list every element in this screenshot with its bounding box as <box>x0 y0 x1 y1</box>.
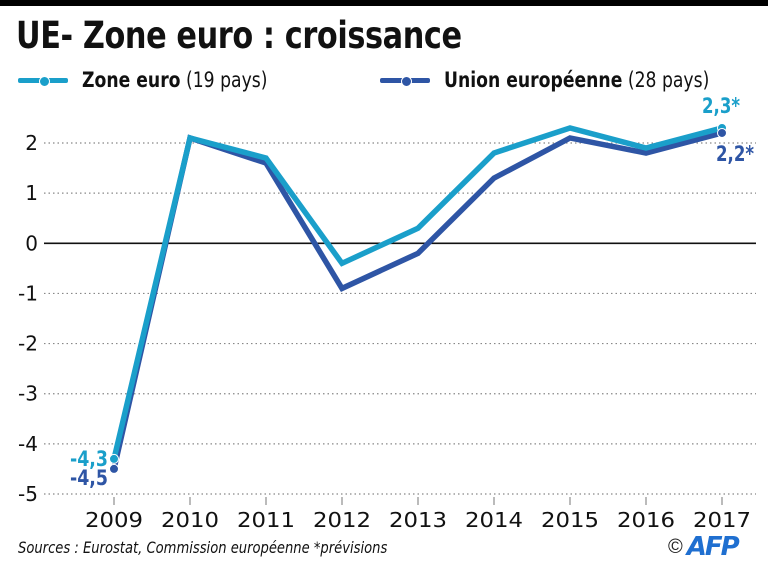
y-tick-label: 2 <box>25 131 38 155</box>
data-point-union-europeenne <box>109 463 119 474</box>
data-label-union-europeenne: -4,5 <box>70 466 108 490</box>
x-tick-label: 2014 <box>465 508 523 532</box>
y-tick-label: -3 <box>18 382 38 406</box>
data-label-zone-euro: 2,3* <box>702 94 740 118</box>
legend-marker-union-europeenne <box>401 76 412 87</box>
source-note: Sources : Eurostat, Commission européenn… <box>18 538 388 557</box>
legend-label-bold: Union européenne <box>444 68 623 92</box>
legend-label-bold: Zone euro <box>82 68 181 92</box>
y-tick-label: 0 <box>25 231 38 255</box>
series-line-union-europeenne <box>111 130 723 470</box>
series-line-zone-euro <box>111 125 723 460</box>
x-tick-label: 2011 <box>237 508 295 532</box>
legend-item-union-europeenne: Union européenne (28 pays) <box>380 68 768 92</box>
chart-title: UE- Zone euro : croissance <box>16 14 462 57</box>
y-tick-label: -1 <box>18 281 38 305</box>
copyright-icon: © <box>668 535 683 558</box>
legend-label-light: (19 pays) <box>180 68 268 92</box>
y-tick-label: 1 <box>25 181 38 205</box>
legend-swatch-zone-euro <box>18 76 68 87</box>
x-tick-label: 2012 <box>313 508 371 532</box>
y-tick-label: -2 <box>18 332 38 356</box>
series-layer <box>111 125 723 470</box>
label-layer: -4,3 2,3* -4,5 2,2* <box>70 94 754 490</box>
tick-layer: 2 1 0 -1 -2 -3 -4 -5 2009 2010 2011 2012 2013 2014 201… <box>18 131 751 532</box>
data-label-union-europeenne: 2,2* <box>716 142 754 166</box>
legend-item-zone-euro: Zone euro (19 pays) <box>18 68 308 92</box>
legend-marker-zone-euro <box>39 76 50 87</box>
legend-label-zone-euro: Zone euro (19 pays) <box>82 68 267 92</box>
data-label-zone-euro: -4,3 <box>70 447 108 471</box>
x-tick-label: 2015 <box>541 508 599 532</box>
x-tick-label: 2010 <box>161 508 219 532</box>
data-point-zone-euro <box>109 453 119 464</box>
x-tick-label: 2016 <box>617 508 675 532</box>
x-tick-label: 2009 <box>85 508 143 532</box>
legend-swatch-union-europeenne <box>380 76 430 87</box>
x-tick-label: 2013 <box>389 508 447 532</box>
y-tick-label: -5 <box>18 482 38 506</box>
top-bar <box>0 0 768 6</box>
x-tick-label: 2017 <box>693 508 751 532</box>
legend-label-light: (28 pays) <box>622 68 710 92</box>
legend-label-union-europeenne: Union européenne (28 pays) <box>444 68 709 92</box>
y-tick-label: -4 <box>18 432 38 456</box>
afp-logo: AFP <box>686 532 740 562</box>
credit: © AFP <box>668 532 740 562</box>
data-point-union-europeenne <box>717 127 727 138</box>
